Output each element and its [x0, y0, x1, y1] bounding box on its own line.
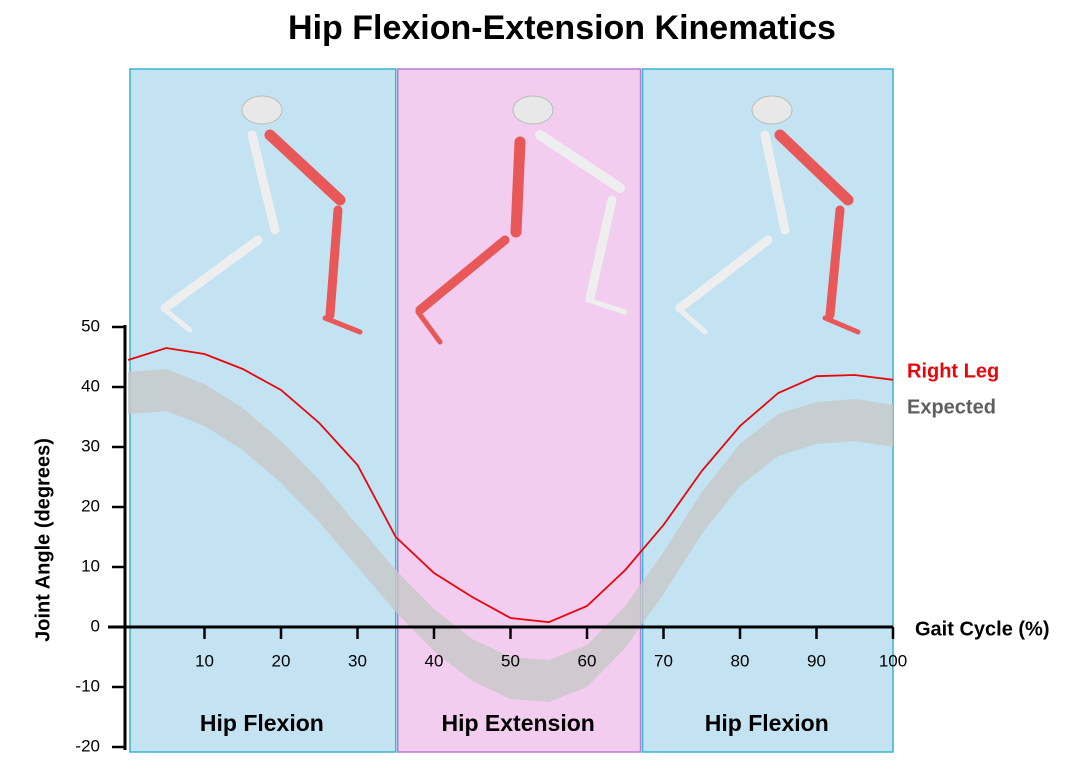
x-tick-label: 90	[807, 651, 826, 670]
y-tick-label: 50	[81, 316, 100, 335]
line	[127, 347, 894, 624]
legend-label: Right Leg	[907, 360, 999, 382]
y-tick-label: 10	[81, 556, 100, 575]
y-tick-label: -10	[75, 676, 100, 695]
x-tick-label: 100	[879, 651, 907, 670]
x-tick-label: 40	[425, 651, 444, 670]
leg-illustrations	[160, 95, 861, 345]
x-tick-label: 10	[195, 651, 214, 670]
expected-band	[128, 369, 893, 702]
phase-label: Hip Flexion	[705, 710, 829, 736]
y-tick-label: -20	[75, 736, 100, 755]
plot: -20 -10 0 10 20 30 40 50 10 20 30 40 50 60 70 80 90 100	[75, 316, 907, 755]
leg-figure	[415, 95, 628, 345]
leg-figure	[675, 95, 861, 335]
x-tick-label: 50	[501, 651, 520, 670]
phase-label: Hip Extension	[441, 710, 594, 736]
legend-label: Expected	[907, 396, 996, 418]
y-tick-label: 0	[91, 616, 100, 635]
y-tick-label: 40	[81, 376, 100, 395]
x-tick-label: 30	[348, 651, 367, 670]
x-axis-label: Gait Cycle (%)	[915, 618, 1049, 640]
x-tick-label: 20	[272, 651, 291, 670]
leg-figure	[160, 95, 363, 335]
x-tick-label: 80	[731, 651, 750, 670]
x-tick-label: 70	[654, 651, 673, 670]
chart-title: Hip Flexion-Extension Kinematics	[288, 9, 836, 47]
x-tick-label: 60	[578, 651, 597, 670]
phase-label: Hip Flexion	[200, 710, 324, 736]
y-tick-label: 20	[81, 496, 100, 515]
y-tick-label: 30	[81, 436, 100, 455]
y-axis-label: Joint Angle (degrees)	[32, 438, 54, 642]
